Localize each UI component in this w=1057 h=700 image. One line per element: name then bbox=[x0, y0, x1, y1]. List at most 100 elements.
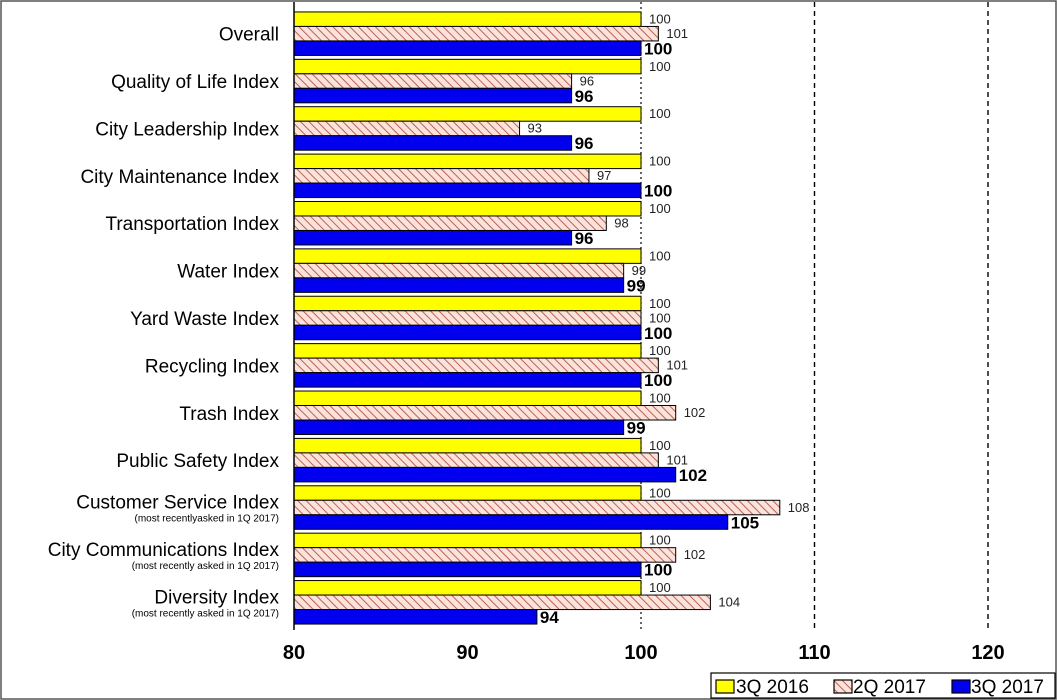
value-label: 108 bbox=[788, 500, 810, 515]
category-label: Quality of Life Index bbox=[111, 72, 279, 93]
value-label: 100 bbox=[649, 438, 671, 453]
category-note: (most recently asked in 1Q 2017) bbox=[132, 561, 279, 572]
bar bbox=[293, 343, 642, 359]
category-note: (most recentlyasked in 1Q 2017) bbox=[134, 514, 279, 525]
value-label: 100 bbox=[644, 324, 672, 343]
value-label: 97 bbox=[597, 168, 611, 183]
value-label: 100 bbox=[644, 561, 672, 580]
value-label: 102 bbox=[679, 466, 707, 485]
bar bbox=[293, 419, 625, 436]
value-label: 100 bbox=[649, 485, 671, 500]
legend: 3Q 2016 2Q 2017 3Q 2017 bbox=[710, 672, 1056, 699]
legend-label: 2Q 2017 bbox=[853, 677, 926, 698]
value-label: 101 bbox=[666, 358, 688, 373]
category-label: Transportation Index bbox=[105, 214, 279, 235]
bar bbox=[293, 561, 642, 578]
value-label: 101 bbox=[666, 26, 688, 41]
bar bbox=[293, 310, 642, 326]
value-label: 105 bbox=[731, 513, 759, 532]
bars bbox=[293, 11, 781, 625]
value-label: 96 bbox=[575, 229, 594, 248]
bar bbox=[293, 532, 642, 549]
value-label: 99 bbox=[627, 276, 646, 295]
bar bbox=[293, 58, 642, 75]
bar bbox=[293, 466, 677, 483]
bar bbox=[293, 106, 642, 122]
bar bbox=[293, 372, 642, 388]
bar bbox=[293, 25, 659, 42]
bar bbox=[293, 40, 642, 56]
category-label: Water Index bbox=[177, 262, 279, 283]
value-label: 100 bbox=[649, 343, 671, 358]
value-label: 100 bbox=[649, 248, 671, 263]
bar bbox=[293, 120, 521, 137]
bar bbox=[293, 295, 642, 312]
bar bbox=[293, 514, 729, 530]
value-label: 102 bbox=[684, 405, 706, 420]
bar bbox=[293, 135, 573, 151]
bar bbox=[293, 277, 625, 293]
value-label: 100 bbox=[649, 533, 671, 548]
tick-label: 110 bbox=[798, 642, 830, 664]
value-label: 100 bbox=[644, 182, 672, 201]
bar bbox=[293, 215, 607, 231]
bar bbox=[293, 11, 642, 27]
bar bbox=[293, 200, 642, 217]
category-label: Diversity Index bbox=[154, 587, 279, 608]
value-label: 100 bbox=[649, 201, 671, 216]
bar bbox=[293, 248, 642, 264]
bar bbox=[293, 324, 642, 341]
value-label: 98 bbox=[614, 215, 628, 230]
value-label: 94 bbox=[540, 608, 559, 627]
value-label: 100 bbox=[649, 59, 671, 74]
value-label: 101 bbox=[666, 452, 688, 467]
value-label: 100 bbox=[649, 391, 671, 406]
legend-label: 3Q 2016 bbox=[736, 677, 809, 698]
category-label: Public Safety Index bbox=[116, 451, 279, 472]
legend-swatch bbox=[833, 679, 853, 694]
tick-label: 120 bbox=[971, 642, 1004, 664]
category-label: City Communications Index bbox=[48, 540, 280, 561]
tick-label: 100 bbox=[624, 642, 657, 664]
value-label: 96 bbox=[580, 73, 594, 88]
value-label: 100 bbox=[649, 106, 671, 121]
legend-label: 3Q 2017 bbox=[971, 677, 1044, 698]
value-label: 102 bbox=[684, 547, 706, 562]
value-label: 100 bbox=[649, 310, 671, 325]
category-label: Recycling Index bbox=[145, 356, 280, 377]
value-label: 96 bbox=[575, 87, 594, 106]
bar bbox=[293, 580, 642, 596]
bar bbox=[293, 547, 677, 563]
value-label: 99 bbox=[627, 419, 646, 438]
value-label: 100 bbox=[644, 39, 672, 58]
value-labels: 1001011001009696100939610097100100989610… bbox=[528, 11, 810, 627]
value-label: 99 bbox=[632, 263, 646, 278]
value-label: 100 bbox=[649, 154, 671, 169]
category-label: City Maintenance Index bbox=[80, 167, 279, 188]
category-label: Trash Index bbox=[179, 404, 279, 425]
legend-swatch bbox=[715, 679, 735, 694]
category-label: City Leadership Index bbox=[95, 119, 279, 140]
value-label: 100 bbox=[649, 580, 671, 595]
value-label: 100 bbox=[649, 11, 671, 26]
bar bbox=[293, 452, 659, 468]
bar bbox=[293, 594, 711, 611]
bar bbox=[293, 390, 642, 407]
category-label: Customer Service Index bbox=[76, 493, 279, 514]
category-label: Yard Waste Index bbox=[130, 309, 279, 330]
bar bbox=[293, 87, 573, 104]
category-note: (most recently asked in 1Q 2017) bbox=[132, 608, 279, 619]
bar bbox=[293, 168, 590, 184]
bar bbox=[293, 262, 625, 279]
bar bbox=[293, 499, 781, 516]
bar bbox=[293, 182, 642, 199]
category-label: Overall bbox=[219, 25, 279, 46]
legend-swatch bbox=[951, 679, 971, 694]
grid-lines bbox=[640, 2, 989, 630]
bar bbox=[293, 229, 573, 246]
bar bbox=[293, 73, 573, 89]
value-label: 93 bbox=[528, 121, 542, 136]
bar bbox=[293, 405, 677, 421]
value-label: 96 bbox=[575, 134, 594, 153]
